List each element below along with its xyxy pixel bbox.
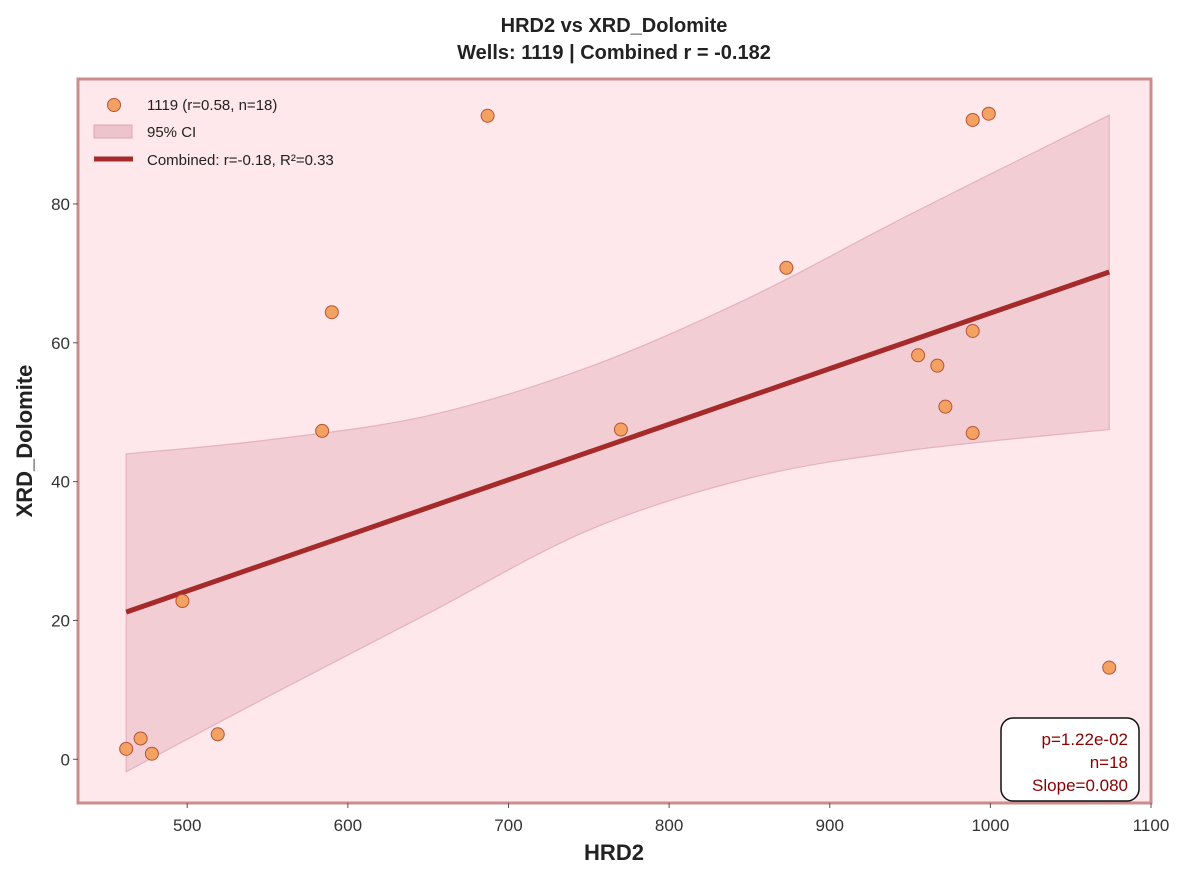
data-point	[930, 358, 945, 373]
x-tick-label: 900	[816, 816, 844, 835]
y-tick-label: 20	[51, 611, 70, 630]
legend-label-line: Combined: r=-0.18, R²=0.33	[147, 152, 334, 169]
stats-box: p=1.22e-02 n=18 Slope=0.080	[1000, 717, 1140, 802]
y-axis-label: XRD_Dolomite	[12, 365, 37, 518]
data-point	[175, 594, 190, 609]
legend-label-points: 1119 (r=0.58, n=18)	[147, 97, 277, 114]
data-point	[911, 348, 926, 363]
x-tick-label: 1100	[1133, 816, 1170, 835]
data-point	[965, 426, 980, 441]
data-point	[981, 106, 996, 121]
regression-layer	[125, 269, 1111, 615]
legend-label-band: 95% CI	[147, 124, 196, 141]
x-tick-label: 800	[655, 816, 683, 835]
data-point	[613, 422, 628, 437]
data-point	[315, 423, 330, 438]
legend-marker-points	[107, 98, 121, 112]
stats-box-frame	[1000, 717, 1140, 802]
regression-line	[125, 269, 1111, 615]
x-tick-label: 700	[494, 816, 522, 835]
y-axis-ticks: 0 20 40 60 80	[51, 195, 78, 769]
data-point	[779, 260, 794, 275]
stats-n: n=18	[1090, 753, 1128, 772]
data-point	[480, 108, 495, 123]
y-tick-label: 0	[61, 750, 70, 769]
chart-subtitle: Wells: 1119 | Combined r = -0.182	[457, 42, 771, 64]
x-axis-ticks: 500 600 700 800 900 1000 1100	[173, 803, 1169, 835]
data-point	[324, 305, 339, 320]
y-tick-label: 40	[51, 473, 70, 492]
x-tick-label: 500	[173, 816, 201, 835]
data-point	[210, 727, 225, 742]
data-point	[938, 399, 953, 414]
chart-title: HRD2 vs XRD_Dolomite	[501, 15, 728, 37]
scatter-layer	[119, 106, 1117, 761]
x-tick-label: 600	[334, 816, 362, 835]
data-point	[965, 112, 980, 127]
legend-marker-band	[93, 124, 133, 139]
y-tick-label: 80	[51, 195, 70, 214]
x-axis-label: HRD2	[584, 840, 644, 865]
data-point	[133, 731, 148, 746]
stats-p-value: p=1.22e-02	[1042, 730, 1129, 749]
data-point	[119, 741, 134, 756]
data-point	[1102, 660, 1117, 675]
x-tick-label: 1000	[971, 816, 1009, 835]
data-point	[144, 746, 159, 761]
legend: 1119 (r=0.58, n=18) 95% CI Combined: r=-…	[93, 97, 334, 169]
plot-frame	[76, 77, 1153, 805]
data-point	[965, 323, 980, 338]
stats-slope: Slope=0.080	[1032, 776, 1128, 795]
y-tick-label: 60	[51, 334, 70, 353]
